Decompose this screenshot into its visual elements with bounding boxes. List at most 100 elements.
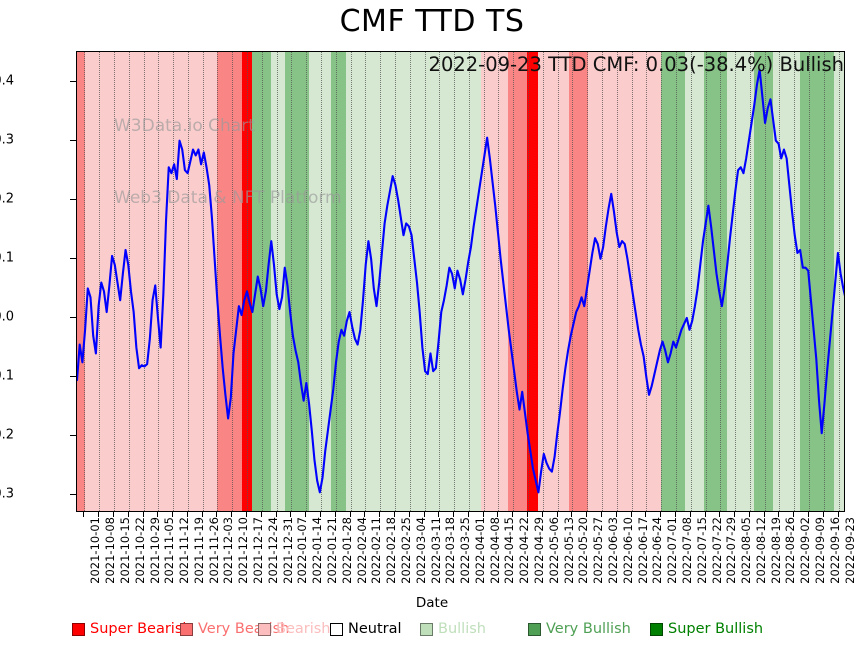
- background-band-very-bullish: [330, 52, 347, 511]
- background-bands: [77, 52, 844, 511]
- gridline: [720, 52, 722, 511]
- gridline: [572, 52, 574, 511]
- gridline: [158, 52, 160, 511]
- x-tick-label: 2022-03-25: [458, 517, 473, 584]
- gridline: [468, 52, 470, 511]
- gridline: [705, 52, 707, 511]
- x-tick-mark: [349, 512, 351, 517]
- latest-value-annotation: 2022-09-23 TTD CMF: 0.03(-38.4%) Bullish: [428, 53, 844, 76]
- gridline: [291, 52, 293, 511]
- x-tick-label: 2022-08-26: [783, 517, 798, 584]
- background-band-bullish: [726, 52, 754, 511]
- legend-item-very-bullish[interactable]: Very Bullish: [528, 618, 631, 640]
- gridline: [424, 52, 426, 511]
- background-band-bullish: [684, 52, 704, 511]
- y-tick-mark: [70, 494, 76, 496]
- gridline: [513, 52, 515, 511]
- x-tick-mark: [157, 512, 159, 517]
- legend-item-super-bullish[interactable]: Super Bullish: [650, 618, 763, 640]
- legend-item-bullish[interactable]: Bullish: [420, 618, 486, 640]
- x-tick-mark: [320, 512, 321, 517]
- gridline: [735, 52, 737, 511]
- x-tick-mark: [127, 512, 129, 517]
- x-tick-mark: [453, 512, 455, 517]
- legend-item-bearish[interactable]: Bearish: [258, 618, 331, 640]
- y-tick-label: 0.0: [0, 309, 14, 325]
- x-tick-mark: [497, 512, 499, 517]
- gridline: [749, 52, 751, 511]
- y-tick-label: 0.2: [0, 191, 14, 207]
- y-tick-label: 0.3: [0, 132, 14, 148]
- x-tick-mark: [630, 512, 632, 517]
- x-axis-label: Date: [415, 595, 449, 611]
- x-tick-label: 2022-09-09: [813, 517, 828, 584]
- x-tick-label: 2022-07-15: [694, 517, 709, 584]
- y-tick-label: −0.2: [0, 427, 14, 443]
- gridline: [173, 52, 175, 511]
- gridline: [276, 52, 278, 511]
- x-tick-mark: [778, 512, 780, 517]
- gridline: [454, 52, 456, 511]
- gridline: [557, 52, 559, 511]
- x-tick-label: 2022-08-05: [739, 517, 754, 584]
- x-tick-label: 2022-07-22: [709, 517, 724, 584]
- x-tick-mark: [704, 512, 706, 517]
- gridline: [528, 52, 530, 511]
- gridline: [690, 52, 692, 511]
- x-tick-label: 2021-12-31: [280, 517, 295, 584]
- x-tick-mark: [334, 512, 336, 517]
- background-band-very-bullish: [799, 52, 835, 511]
- x-tick-mark: [290, 512, 292, 517]
- cmf-line-series: [77, 68, 844, 494]
- legend-label: Bullish: [438, 621, 486, 637]
- legend: Super Bearish Very Bearish Bearish Neutral B…: [0, 618, 864, 640]
- legend-item-neutral[interactable]: Neutral: [330, 618, 402, 640]
- x-tick-mark: [808, 512, 810, 517]
- x-tick-label: 2022-05-13: [561, 517, 576, 584]
- plot-area: [76, 51, 845, 512]
- x-tick-mark: [201, 512, 203, 517]
- y-tick-mark: [70, 139, 76, 141]
- x-tick-label: 2022-04-29: [532, 517, 547, 584]
- legend-item-super-bearish[interactable]: Super Bearish: [72, 618, 192, 640]
- x-tick-mark: [822, 512, 824, 517]
- background-band-very-bearish: [77, 52, 85, 511]
- x-tick-label: 2022-07-08: [679, 517, 694, 584]
- y-tick-mark: [70, 80, 76, 82]
- background-band-very-bearish: [569, 52, 589, 511]
- x-tick-label: 2022-02-25: [398, 517, 413, 584]
- x-tick-label: 2022-08-19: [768, 517, 783, 584]
- x-tick-mark: [793, 512, 795, 517]
- x-tick-mark: [689, 512, 691, 517]
- background-band-bullish: [270, 52, 286, 511]
- y-tick-mark: [70, 376, 76, 378]
- y-tick-mark: [70, 198, 76, 200]
- x-tick-mark: [246, 512, 248, 517]
- gridline: [84, 52, 86, 511]
- x-tick-label: 2022-04-08: [487, 517, 502, 584]
- x-tick-mark: [763, 512, 765, 517]
- background-band-super-bearish: [526, 52, 539, 511]
- gridline: [143, 52, 145, 511]
- gridline: [350, 52, 352, 511]
- background-band-very-bullish: [753, 52, 773, 511]
- gridline: [187, 52, 189, 511]
- x-tick-mark: [674, 512, 676, 517]
- x-tick-mark: [423, 512, 425, 517]
- x-tick-mark: [305, 512, 307, 517]
- x-tick-mark: [734, 512, 736, 517]
- y-tick-mark: [70, 435, 76, 437]
- x-tick-mark: [615, 512, 617, 517]
- background-band-bullish: [309, 52, 331, 511]
- x-tick-mark: [645, 512, 647, 517]
- series-line: [77, 68, 844, 494]
- gridline: [321, 52, 322, 511]
- x-tick-label: 2021-11-12: [177, 517, 192, 584]
- gridline: [113, 52, 115, 511]
- x-tick-label: 2021-10-08: [103, 517, 118, 584]
- x-tick-label: 2022-03-11: [428, 517, 443, 584]
- x-tick-mark: [172, 512, 174, 517]
- gridline: [232, 52, 234, 511]
- x-tick-mark: [83, 512, 85, 517]
- x-tick-label: 2021-12-10: [236, 517, 251, 584]
